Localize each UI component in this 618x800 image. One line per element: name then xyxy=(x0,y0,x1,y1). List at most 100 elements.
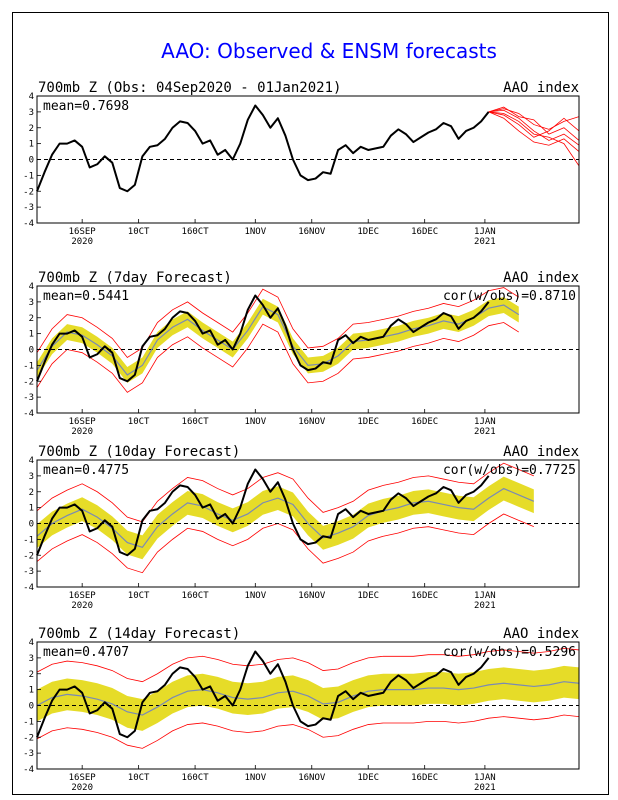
x-tick-label: 1DEC xyxy=(357,227,379,237)
y-tick-label: 2 xyxy=(29,314,34,324)
y-tick-label: 2 xyxy=(29,670,34,680)
x-year-label: 2020 xyxy=(71,237,93,247)
x-tick-label: 16NOV xyxy=(298,591,326,601)
envelope-lower-line xyxy=(36,513,534,574)
forecast-member-line-3 xyxy=(488,111,580,152)
y-tick-label: 2 xyxy=(29,488,34,498)
x-tick-label: 10CT xyxy=(128,591,150,601)
observed-line xyxy=(36,468,490,557)
y-tick-label: 3 xyxy=(29,298,34,308)
x-year-label: 2021 xyxy=(474,237,496,247)
x-tick-label: 1JAN xyxy=(474,773,496,783)
x-tick-label: 16SEP xyxy=(69,417,97,427)
envelope-lower-line xyxy=(36,714,580,749)
x-tick-label: 160CT xyxy=(182,227,210,237)
y-tick-label: -2 xyxy=(23,733,34,743)
envelope-upper-line xyxy=(36,647,580,683)
envelope-upper-line xyxy=(36,462,534,523)
mean-label: mean=0.5441 xyxy=(43,289,129,304)
observed-line xyxy=(36,650,490,739)
x-tick-label: 16SEP xyxy=(69,591,97,601)
x-tick-label: 16SEP xyxy=(69,773,97,783)
correlation-label: cor(w/obs)=0.8710 xyxy=(443,289,576,304)
x-tick-label: 1NOV xyxy=(244,417,266,427)
y-tick-label: -2 xyxy=(23,551,34,561)
spread-band xyxy=(37,665,579,731)
x-year-label: 2020 xyxy=(71,601,93,611)
x-tick-label: 1DEC xyxy=(357,773,379,783)
y-tick-label: -4 xyxy=(23,409,34,419)
x-tick-label: 1JAN xyxy=(474,417,496,427)
forecast-member-line-4 xyxy=(488,108,580,130)
forecast-member-line-1 xyxy=(488,111,580,138)
x-tick-label: 16DEC xyxy=(411,773,438,783)
mean-label: mean=0.7698 xyxy=(43,99,129,114)
x-tick-label: 10CT xyxy=(128,773,150,783)
y-tick-label: -3 xyxy=(23,203,34,213)
y-tick-label: -2 xyxy=(23,377,34,387)
forecast-member-line-2 xyxy=(488,109,580,146)
y-tick-label: -3 xyxy=(23,393,34,403)
panel-title: 700mb Z (Obs: 04Sep2020 - 01Jan2021) xyxy=(38,80,341,96)
y-tick-label: 0 xyxy=(29,156,34,166)
correlation-label: cor(w/obs)=0.7725 xyxy=(443,463,576,478)
x-tick-label: 16NOV xyxy=(298,227,326,237)
y-tick-label: 1 xyxy=(29,330,34,340)
panel-1: 4 3 2 1 0 -1 -2 -3 -4 16SEP 10CT 160CT 1NOV 16NOV 1DEC… xyxy=(23,80,580,247)
x-tick-label: 16NOV xyxy=(298,417,326,427)
correlation-label: cor(w/obs)=0.5296 xyxy=(443,645,576,660)
panel-4: 4 3 2 1 0 -1 -2 -3 -4 16SEP 10CT 160CT 1NOV 16NOV 1DEC… xyxy=(23,626,580,793)
envelope-upper-line xyxy=(36,287,519,358)
x-tick-label: 1DEC xyxy=(357,591,379,601)
panel-3: 4 3 2 1 0 -1 -2 -3 -4 16SEP 10CT 160CT 1NOV 16NOV 1DEC… xyxy=(23,444,580,611)
y-tick-label: 2 xyxy=(29,124,34,134)
x-tick-label: 1JAN xyxy=(474,591,496,601)
mean-label: mean=0.4707 xyxy=(43,645,129,660)
x-year-label: 2021 xyxy=(474,601,496,611)
y-tick-label: 1 xyxy=(29,504,34,514)
y-tick-label: -4 xyxy=(23,583,34,593)
y-tick-label: 1 xyxy=(29,686,34,696)
panel-title: 700mb Z (7day Forecast) xyxy=(38,270,232,286)
x-tick-label: 1JAN xyxy=(474,227,496,237)
x-tick-label: 160CT xyxy=(182,773,210,783)
y-tick-label: -4 xyxy=(23,765,34,775)
x-tick-label: 16DEC xyxy=(411,417,438,427)
panel-title: 700mb Z (14day Forecast) xyxy=(38,626,240,642)
x-tick-label: 16DEC xyxy=(411,227,438,237)
forecast-member-line-6 xyxy=(488,106,580,141)
x-tick-label: 16DEC xyxy=(411,591,438,601)
panel-2: 4 3 2 1 0 -1 -2 -3 -4 16SEP 10CT 160CT 1NOV 16NOV 1DEC… xyxy=(23,270,580,437)
spread-band xyxy=(37,476,534,560)
x-year-label: 2021 xyxy=(474,427,496,437)
x-tick-label: 10CT xyxy=(128,417,150,427)
x-tick-label: 16SEP xyxy=(69,227,97,237)
y-tick-label: -3 xyxy=(23,567,34,577)
y-tick-label: -1 xyxy=(23,171,34,181)
y-tick-label: 0 xyxy=(29,520,34,530)
mean-label: mean=0.4775 xyxy=(43,463,129,478)
panel-title: 700mb Z (10day Forecast) xyxy=(38,444,240,460)
panel-index-label: AAO index xyxy=(503,270,579,286)
x-year-label: 2020 xyxy=(71,783,93,793)
y-tick-label: -1 xyxy=(23,361,34,371)
envelope-lower-line xyxy=(36,322,519,393)
aao-figure: AAO: Observed & ENSM forecasts 4 3 2 1 0 -1 -2… xyxy=(23,39,580,793)
y-tick-label: 3 xyxy=(29,108,34,118)
x-tick-label: 160CT xyxy=(182,417,210,427)
y-tick-label: 4 xyxy=(29,638,34,648)
figure-title: AAO: Observed & ENSM forecasts xyxy=(161,39,497,63)
x-tick-label: 1NOV xyxy=(244,591,266,601)
ensemble-mean-line xyxy=(36,681,580,716)
forecast-member-line-5 xyxy=(488,111,580,167)
x-tick-label: 16NOV xyxy=(298,773,326,783)
y-tick-label: 4 xyxy=(29,456,34,466)
figure-frame: AAO: Observed & ENSM forecasts 4 3 2 1 0 -1 -2… xyxy=(12,12,609,795)
y-tick-label: 3 xyxy=(29,472,34,482)
x-tick-label: 1NOV xyxy=(244,773,266,783)
x-tick-label: 1NOV xyxy=(244,227,266,237)
ensemble-mean-line xyxy=(36,304,520,376)
plot-area-border xyxy=(36,95,580,224)
observed-line xyxy=(36,294,490,383)
y-tick-label: 1 xyxy=(29,140,34,150)
